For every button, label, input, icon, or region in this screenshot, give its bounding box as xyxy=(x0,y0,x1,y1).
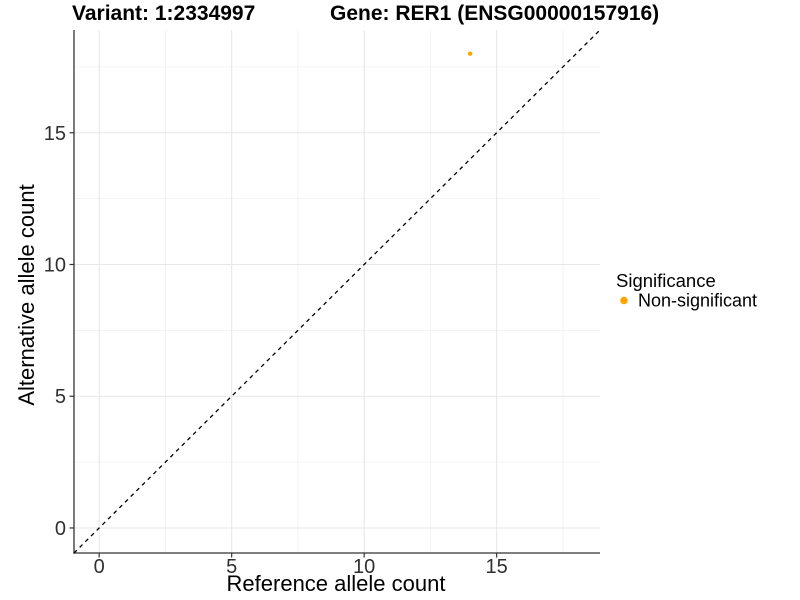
plot-title-variant: Variant: 1:2334997 xyxy=(72,2,255,25)
x-tick-label: 10 xyxy=(353,556,375,578)
minor-gridlines xyxy=(74,30,600,553)
identity-line-layer xyxy=(73,29,601,554)
y-tick-label: 10 xyxy=(44,254,66,276)
y-tick-label: 5 xyxy=(55,386,66,408)
y-tick-label: 15 xyxy=(44,123,66,145)
axis-lines xyxy=(73,30,600,554)
x-tick-label: 5 xyxy=(226,556,237,578)
identity-line xyxy=(73,29,601,554)
x-tick-label: 15 xyxy=(486,556,508,578)
y-axis-title: Alternative allele count xyxy=(14,184,39,405)
y-tick-label: 0 xyxy=(55,518,66,540)
data-points-layer xyxy=(467,51,473,56)
legend-entry-label: Non-significant xyxy=(638,291,757,311)
y-tick-labels: 0 5 10 15 xyxy=(44,123,66,540)
data-point xyxy=(467,51,473,56)
plot-title-gene: Gene: RER1 (ENSG00000157916) xyxy=(330,2,659,25)
legend-title: Significance xyxy=(616,270,716,291)
x-tick-label: 0 xyxy=(94,556,105,578)
legend-point-icon xyxy=(620,296,628,305)
x-tick-labels: 0 5 10 15 xyxy=(94,556,508,578)
legend: Significance Non-significant xyxy=(616,270,757,311)
x-axis-title: Reference allele count xyxy=(227,571,446,596)
major-gridlines xyxy=(74,30,600,553)
tick-marks xyxy=(69,132,498,558)
